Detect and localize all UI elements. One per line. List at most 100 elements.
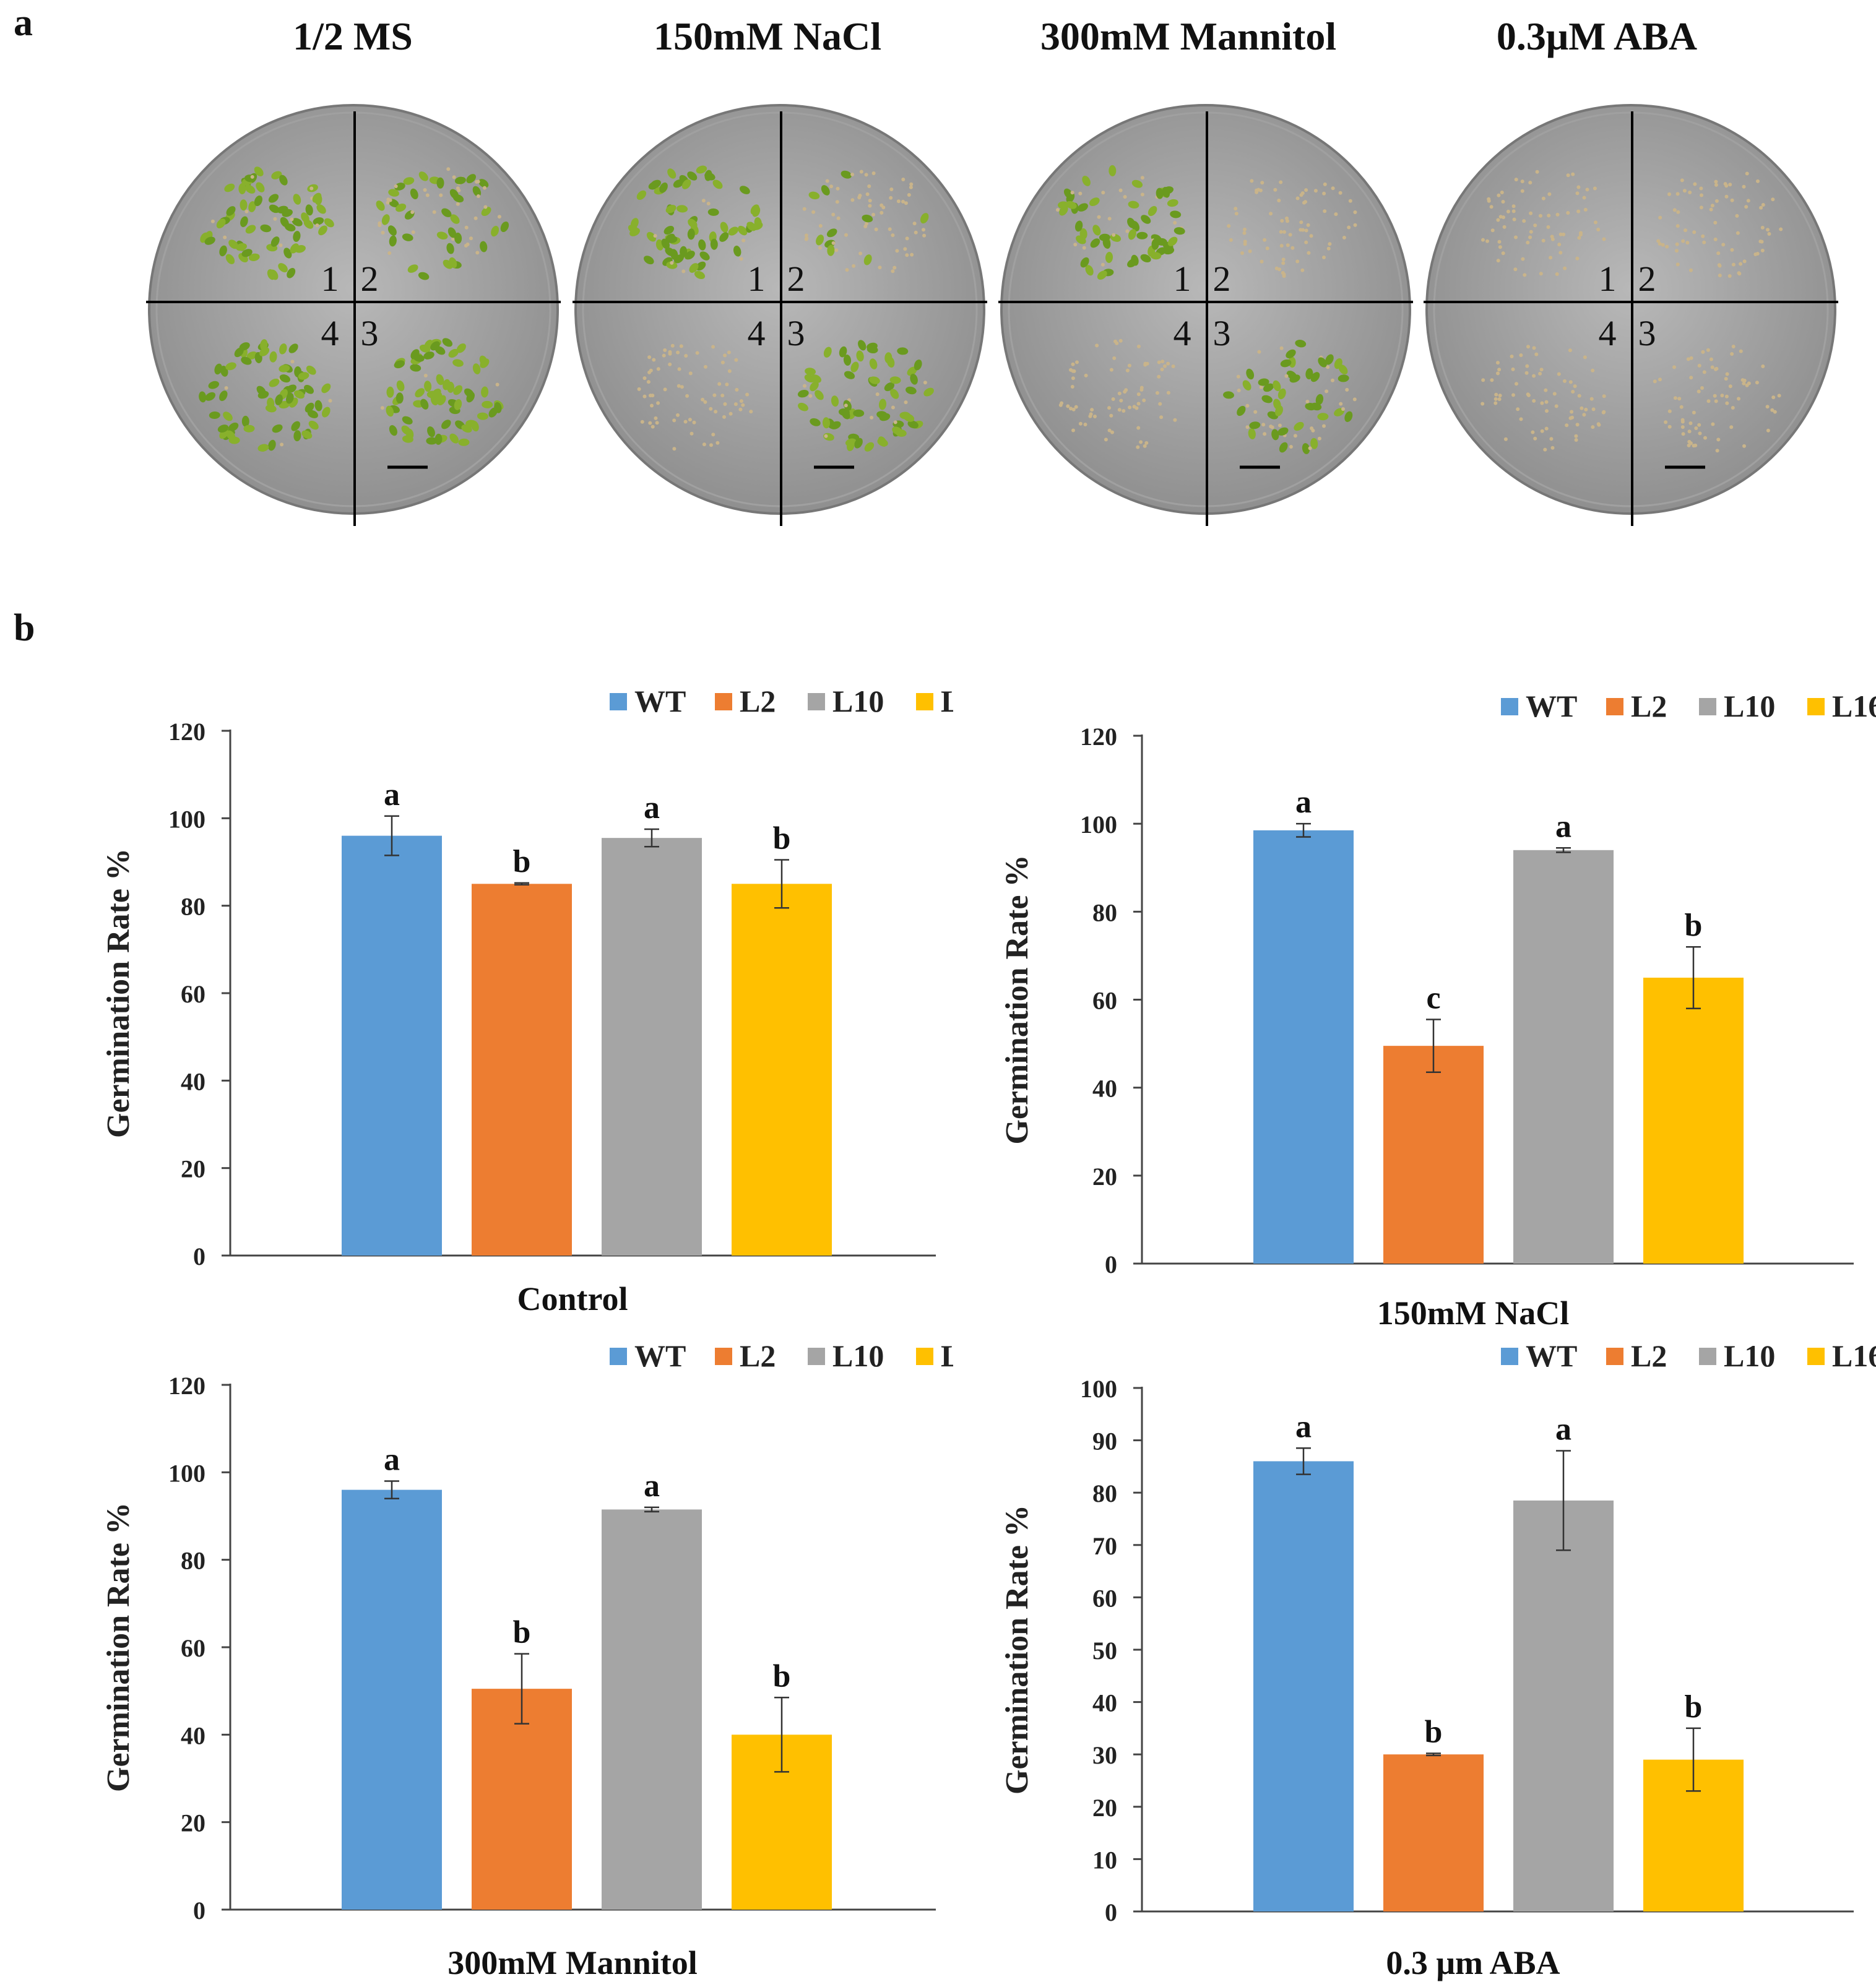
seedling: [1162, 186, 1170, 198]
seed: [909, 185, 913, 189]
seedling: [316, 204, 326, 214]
seedling: [452, 359, 464, 367]
seed: [1123, 195, 1127, 199]
seed: [1771, 395, 1776, 400]
seed: [1700, 386, 1704, 390]
legend-label-L2: L2: [740, 1338, 776, 1373]
seed: [1681, 239, 1685, 243]
seed: [1531, 430, 1535, 434]
seedling: [720, 222, 728, 233]
seedling: [1261, 395, 1273, 403]
seed: [1543, 447, 1547, 452]
seed: [683, 420, 688, 424]
seed: [1701, 350, 1705, 354]
seed: [864, 173, 868, 177]
seed: [1136, 392, 1141, 397]
seed: [1279, 346, 1284, 350]
seedling: [436, 177, 444, 189]
seed: [895, 249, 899, 253]
seed: [1545, 409, 1549, 413]
seedling: [696, 261, 706, 271]
seed: [1261, 423, 1266, 427]
seedling: [805, 368, 816, 376]
seedling: [456, 343, 466, 353]
seed: [1714, 199, 1719, 203]
seed: [1675, 224, 1680, 228]
seedling: [676, 205, 688, 213]
seed: [647, 355, 652, 360]
seed: [1693, 443, 1698, 447]
seedling: [248, 201, 256, 212]
chart-nacl: WT L2 L10 L16 0 20 40 60 80 100 120 Germination Rat…: [1000, 689, 1876, 1330]
seed: [290, 217, 294, 222]
seed: [878, 265, 882, 270]
seedling: [827, 244, 835, 256]
seed: [1594, 220, 1597, 225]
seed: [1485, 239, 1489, 243]
seedling: [260, 224, 272, 233]
seed: [689, 431, 694, 436]
seed: [1303, 200, 1307, 204]
seed: [244, 209, 249, 213]
y-tick-label: 120: [168, 718, 205, 746]
seedling: [426, 437, 438, 445]
seed: [904, 400, 908, 405]
seedling: [454, 399, 462, 410]
seedling: [228, 422, 239, 432]
seed: [1510, 355, 1514, 358]
bar-L2: [472, 884, 572, 1256]
seed: [1735, 213, 1739, 218]
seed: [715, 441, 720, 445]
seed: [1072, 369, 1076, 373]
y-axis-title: Germination Rate %: [1000, 855, 1035, 1145]
seed: [1699, 186, 1703, 191]
seed: [1566, 173, 1570, 178]
seed: [1676, 210, 1680, 214]
significance-label-L16: b: [773, 821, 791, 856]
seedling: [241, 249, 253, 257]
seed: [648, 421, 652, 425]
seed: [702, 442, 706, 447]
seedling: [225, 362, 236, 371]
seedling: [895, 429, 907, 437]
seedling: [876, 411, 888, 419]
y-tick-label: 0: [193, 1897, 205, 1924]
seed: [637, 387, 641, 391]
seedling: [687, 228, 695, 240]
seedling: [1151, 238, 1159, 250]
seed: [1557, 372, 1561, 376]
seed: [836, 186, 840, 191]
seed: [1157, 374, 1161, 379]
seed: [1739, 262, 1743, 266]
seedling: [728, 226, 738, 236]
seedling: [1302, 443, 1310, 454]
seed: [1282, 274, 1286, 278]
bar-L16: [1643, 977, 1744, 1264]
seedling: [466, 174, 477, 184]
seed: [1731, 262, 1736, 267]
seed: [1480, 402, 1485, 406]
seedling: [245, 184, 256, 194]
seedling: [823, 347, 832, 358]
seedling: [278, 263, 288, 273]
seedling: [1136, 231, 1148, 239]
seedling: [277, 205, 288, 214]
seed: [891, 269, 895, 274]
seed: [893, 420, 897, 424]
seed: [1269, 424, 1273, 429]
seed: [676, 384, 681, 388]
seedling: [403, 177, 415, 185]
seed: [1237, 389, 1241, 392]
legend-label-WT: WT: [634, 684, 686, 718]
seedling: [450, 214, 460, 224]
legend-label-L10: L10: [832, 684, 884, 718]
seed: [1496, 361, 1500, 365]
seedling: [415, 388, 425, 398]
seedling: [867, 345, 878, 353]
seed: [1250, 179, 1254, 183]
seedling: [402, 416, 413, 425]
seed: [1100, 262, 1105, 267]
seed: [818, 224, 823, 228]
seed: [642, 376, 647, 381]
seed: [1300, 268, 1305, 272]
